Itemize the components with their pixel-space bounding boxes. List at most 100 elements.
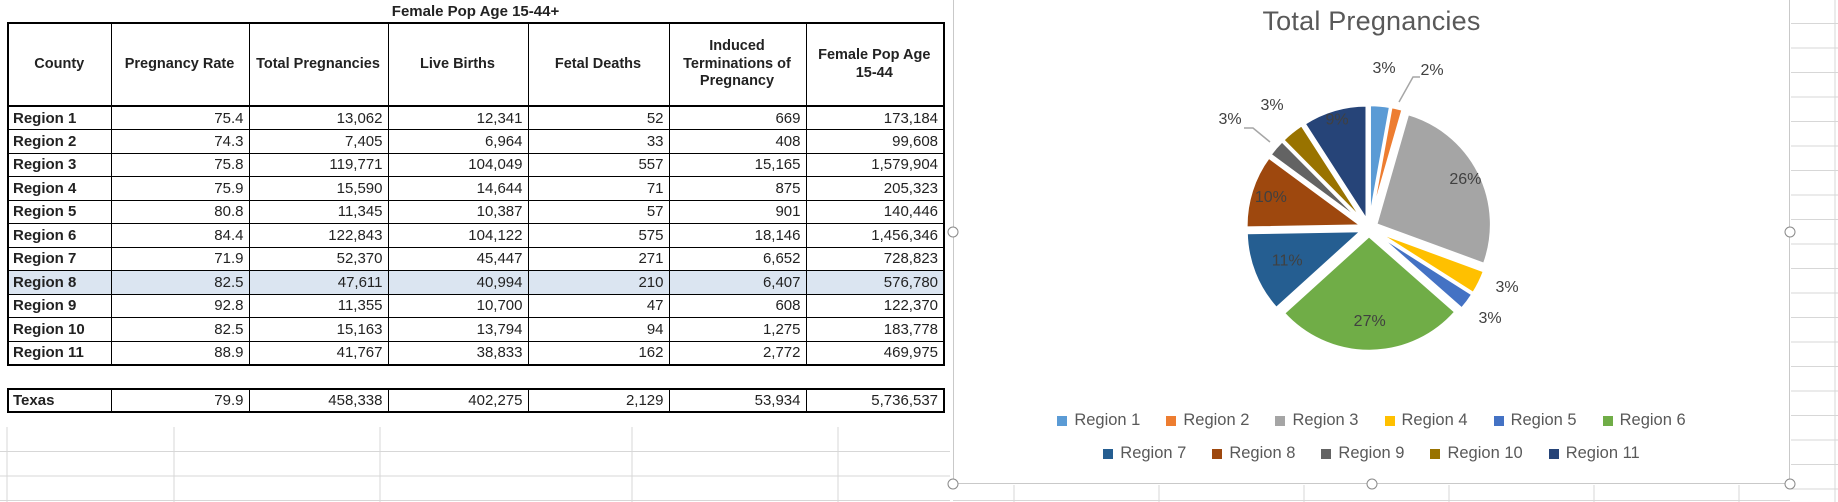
cell-value[interactable]: 402,275 <box>387 387 529 413</box>
cell-value[interactable]: 119,771 <box>248 152 389 177</box>
chart-title[interactable]: Total Pregnancies <box>1262 6 1481 36</box>
cell-value[interactable]: 271 <box>527 246 670 271</box>
cell-value[interactable]: 18,146 <box>668 223 807 248</box>
cell-value[interactable]: 901 <box>668 199 807 224</box>
pie-slice-region-2[interactable] <box>1369 105 1404 222</box>
cell-value[interactable]: 71 <box>527 176 670 201</box>
cell-value[interactable]: 1,456,346 <box>805 223 946 248</box>
chart-resize-handle-bottom-left[interactable] <box>947 478 959 490</box>
cell-county[interactable]: Texas <box>7 387 112 413</box>
cell-value[interactable]: 1,275 <box>668 317 807 342</box>
cell-value[interactable]: 41,767 <box>248 340 389 366</box>
cell-value[interactable]: 12,341 <box>387 105 529 130</box>
pie-chart-panel[interactable]: Total Pregnancies 3% 2% 26% 3% 3% 27% 11% 10% 3%… <box>953 0 1790 484</box>
column-header-fetal-deaths[interactable]: Fetal Deaths <box>527 22 670 107</box>
legend-item-region-1[interactable]: Region 1 <box>1057 411 1140 430</box>
cell-value[interactable]: 13,062 <box>248 105 389 130</box>
cell-value[interactable]: 5,736,537 <box>805 387 946 413</box>
pie-slice-region-7[interactable] <box>1245 229 1363 310</box>
pie-slice-region-5[interactable] <box>1374 231 1474 310</box>
cell-value[interactable]: 1,579,904 <box>805 152 946 177</box>
legend-item-region-9[interactable]: Region 9 <box>1321 444 1404 463</box>
cell-value[interactable]: 162 <box>527 340 670 366</box>
cell-value[interactable]: 10,700 <box>387 293 529 318</box>
legend-item-region-11[interactable]: Region 11 <box>1548 444 1640 463</box>
chart-resize-handle-right[interactable] <box>1784 226 1796 238</box>
cell-value[interactable]: 122,370 <box>805 293 946 318</box>
cell-value[interactable]: 45,447 <box>387 246 529 271</box>
cell-value[interactable]: 122,843 <box>248 223 389 248</box>
cell-value[interactable]: 82.5 <box>110 270 250 295</box>
legend-item-region-7[interactable]: Region 7 <box>1103 444 1186 463</box>
cell-value[interactable]: 6,964 <box>387 129 529 154</box>
cell-value[interactable]: 15,590 <box>248 176 389 201</box>
cell-value[interactable]: 53,934 <box>668 387 807 413</box>
cell-value[interactable]: 71.9 <box>110 246 250 271</box>
cell-value[interactable]: 875 <box>668 176 807 201</box>
cell-value[interactable]: 92.8 <box>110 293 250 318</box>
column-header-live-births[interactable]: Live Births <box>387 22 529 107</box>
pie-slice-region-9[interactable] <box>1269 139 1365 225</box>
cell-value[interactable]: 47,611 <box>248 270 389 295</box>
cell-value[interactable]: 80.8 <box>110 199 250 224</box>
cell-value[interactable]: 458,338 <box>248 387 389 413</box>
cell-value[interactable]: 408 <box>668 129 807 154</box>
cell-value[interactable]: 6,652 <box>668 246 807 271</box>
chart-resize-handle-left[interactable] <box>947 226 959 238</box>
column-header-pregnancy-rate[interactable]: Pregnancy Rate <box>110 22 250 107</box>
cell-value[interactable]: 140,446 <box>805 199 946 224</box>
cell-value[interactable]: 74.3 <box>110 129 250 154</box>
legend-item-region-4[interactable]: Region 4 <box>1384 411 1468 430</box>
cell-value[interactable]: 57 <box>527 199 670 224</box>
cell-county[interactable]: Region 1 <box>7 105 112 130</box>
cell-value[interactable]: 669 <box>668 105 807 130</box>
cell-value[interactable]: 75.4 <box>110 105 250 130</box>
pie-slice-region-6[interactable] <box>1282 234 1457 353</box>
table-title-row[interactable]: Female Pop Age 15-44+ <box>8 0 945 24</box>
cell-value[interactable]: 52,370 <box>248 246 389 271</box>
pie-chart[interactable]: 3% 2% 26% 3% 3% 27% 11% 10% 3% 3% 9% <box>954 0 1791 484</box>
column-header-total-pregnancies[interactable]: Total Pregnancies <box>248 22 389 107</box>
cell-value[interactable]: 205,323 <box>805 176 946 201</box>
cell-value[interactable]: 13,794 <box>387 317 529 342</box>
cell-value[interactable]: 82.5 <box>110 317 250 342</box>
cell-value[interactable]: 104,122 <box>387 223 529 248</box>
empty-cell[interactable] <box>8 364 945 389</box>
cell-county[interactable]: Region 9 <box>7 293 112 318</box>
cell-value[interactable]: 84.4 <box>110 223 250 248</box>
cell-value[interactable]: 576,780 <box>805 270 946 295</box>
cell-value[interactable]: 75.9 <box>110 176 250 201</box>
cell-county[interactable]: Region 4 <box>7 176 112 201</box>
pie-slice-region-8[interactable] <box>1245 156 1363 229</box>
legend-item-region-10[interactable]: Region 10 <box>1430 444 1523 463</box>
cell-value[interactable]: 52 <box>527 105 670 130</box>
cell-value[interactable]: 15,165 <box>668 152 807 177</box>
cell-value[interactable]: 14,644 <box>387 176 529 201</box>
column-header-county[interactable]: County <box>7 22 112 107</box>
column-header-induced-terminations-of-pregnancy[interactable]: Induced Terminations of Pregnancy <box>668 22 807 107</box>
cell-county[interactable]: Region 8 <box>7 270 112 295</box>
cell-value[interactable]: 38,833 <box>387 340 529 366</box>
chart-resize-handle-bottom[interactable] <box>1366 478 1378 490</box>
cell-value[interactable]: 2,772 <box>668 340 807 366</box>
pie-slice-region-10[interactable] <box>1281 123 1366 224</box>
cell-value[interactable]: 40,994 <box>387 270 529 295</box>
cell-value[interactable]: 79.9 <box>110 387 250 413</box>
cell-county[interactable]: Region 7 <box>7 246 112 271</box>
column-header-female-pop-age-15-44[interactable]: Female Pop Age 15-44 <box>805 22 946 107</box>
cell-value[interactable]: 10,387 <box>387 199 529 224</box>
cell-value[interactable]: 99,608 <box>805 129 946 154</box>
legend-item-region-5[interactable]: Region 5 <box>1493 411 1577 430</box>
cell-value[interactable]: 15,163 <box>248 317 389 342</box>
cell-value[interactable]: 608 <box>668 293 807 318</box>
cell-value[interactable]: 7,405 <box>248 129 389 154</box>
cell-county[interactable]: Region 10 <box>7 317 112 342</box>
cell-value[interactable]: 210 <box>527 270 670 295</box>
legend-item-region-6[interactable]: Region 6 <box>1602 411 1686 430</box>
cell-value[interactable]: 6,407 <box>668 270 807 295</box>
cell-value[interactable]: 11,345 <box>248 199 389 224</box>
cell-value[interactable]: 557 <box>527 152 670 177</box>
cell-value[interactable]: 88.9 <box>110 340 250 366</box>
cell-value[interactable]: 47 <box>527 293 670 318</box>
cell-value[interactable]: 104,049 <box>387 152 529 177</box>
